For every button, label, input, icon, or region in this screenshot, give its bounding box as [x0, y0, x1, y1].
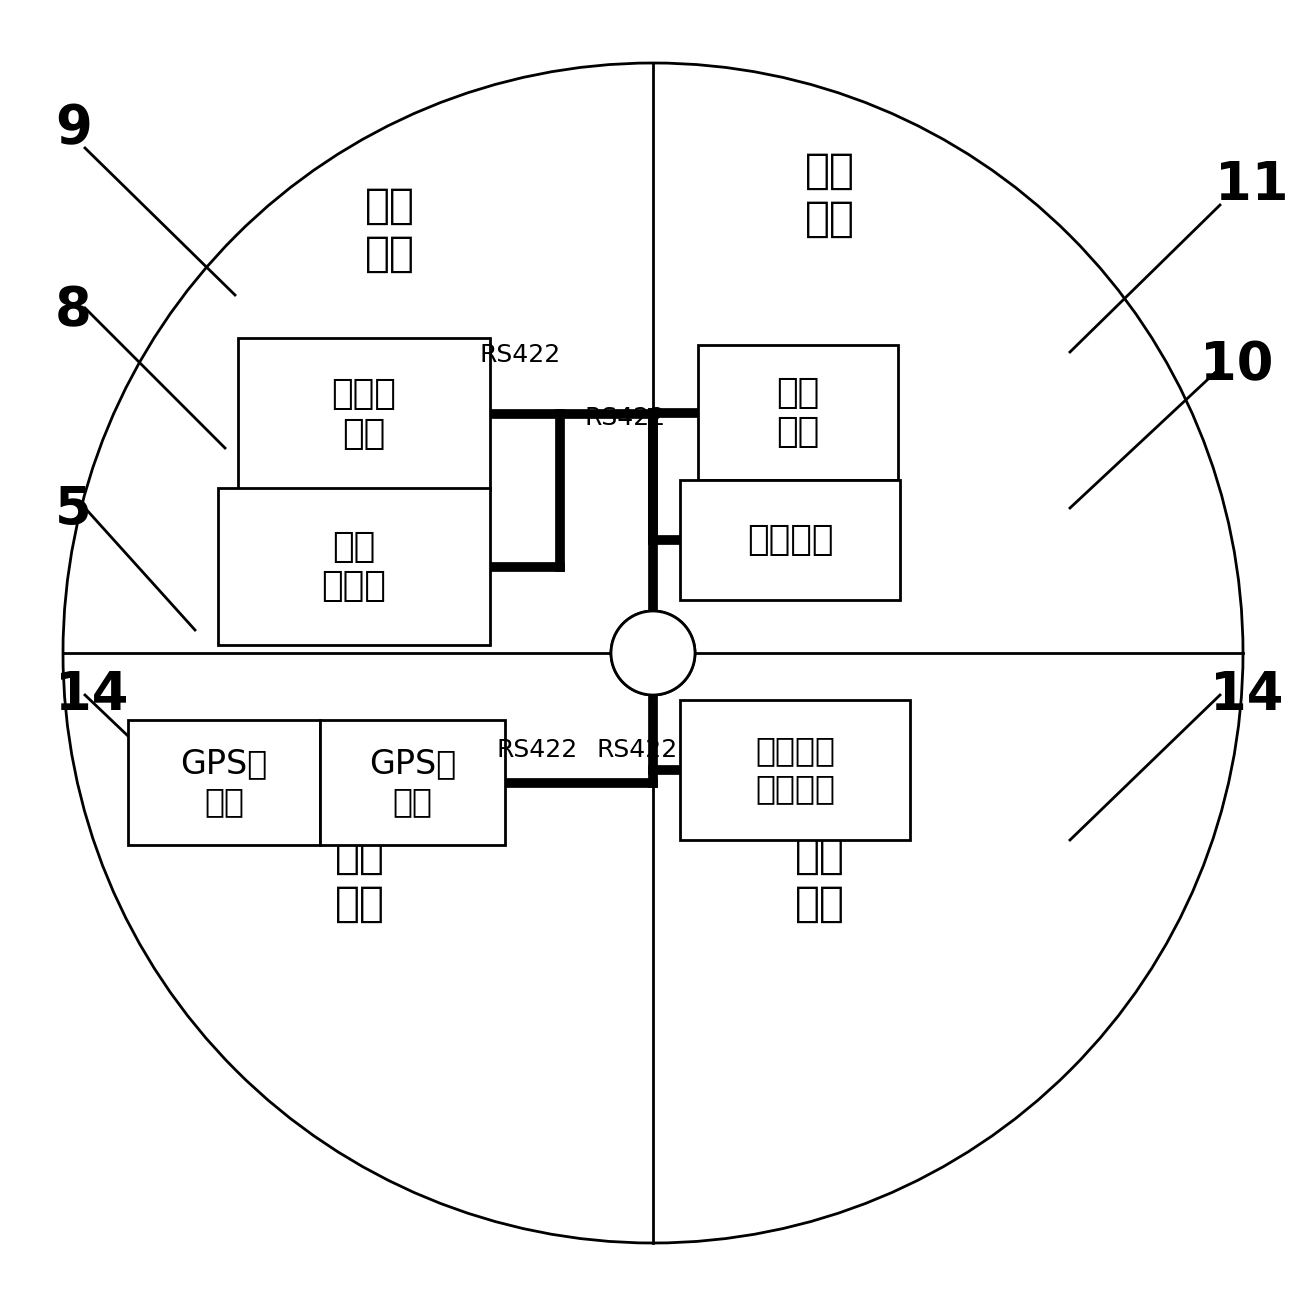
Text: 14: 14	[55, 669, 128, 721]
Bar	[697, 345, 899, 481]
Text: 三个正交
光纤陌螺: 三个正交 光纤陌螺	[755, 734, 835, 806]
Text: 第四
象限: 第四 象限	[795, 835, 845, 925]
Bar	[128, 720, 320, 845]
Circle shape	[611, 611, 695, 695]
Text: 太阳
敏感器: 太阳 敏感器	[321, 530, 387, 603]
Text: 10: 10	[1200, 340, 1273, 390]
Text: 第三
象限: 第三 象限	[336, 835, 385, 925]
Text: RS422: RS422	[597, 738, 678, 761]
Text: 14: 14	[1209, 669, 1284, 721]
Text: 星仿
真器: 星仿 真器	[776, 376, 820, 449]
Text: 星敏感器: 星敏感器	[747, 522, 833, 556]
Bar	[218, 488, 490, 645]
Text: 太阳仿
真器: 太阳仿 真器	[332, 377, 397, 451]
Text: 11: 11	[1215, 159, 1289, 212]
Bar	[320, 720, 505, 845]
Text: GPS模
拟器: GPS模 拟器	[180, 747, 268, 818]
Bar	[238, 338, 490, 490]
Text: GPS接
收机: GPS接 收机	[368, 747, 456, 818]
Text: RS422: RS422	[479, 343, 560, 367]
Text: RS422: RS422	[584, 406, 666, 430]
Bar	[680, 700, 910, 840]
Bar	[680, 481, 900, 599]
Text: 第二
象限: 第二 象限	[364, 184, 415, 276]
Text: 5: 5	[55, 485, 91, 535]
Text: 8: 8	[55, 283, 91, 336]
Text: 第一
象限: 第一 象限	[804, 150, 855, 240]
Text: RS422: RS422	[496, 738, 577, 761]
Circle shape	[611, 611, 695, 695]
Text: 9: 9	[55, 102, 91, 154]
